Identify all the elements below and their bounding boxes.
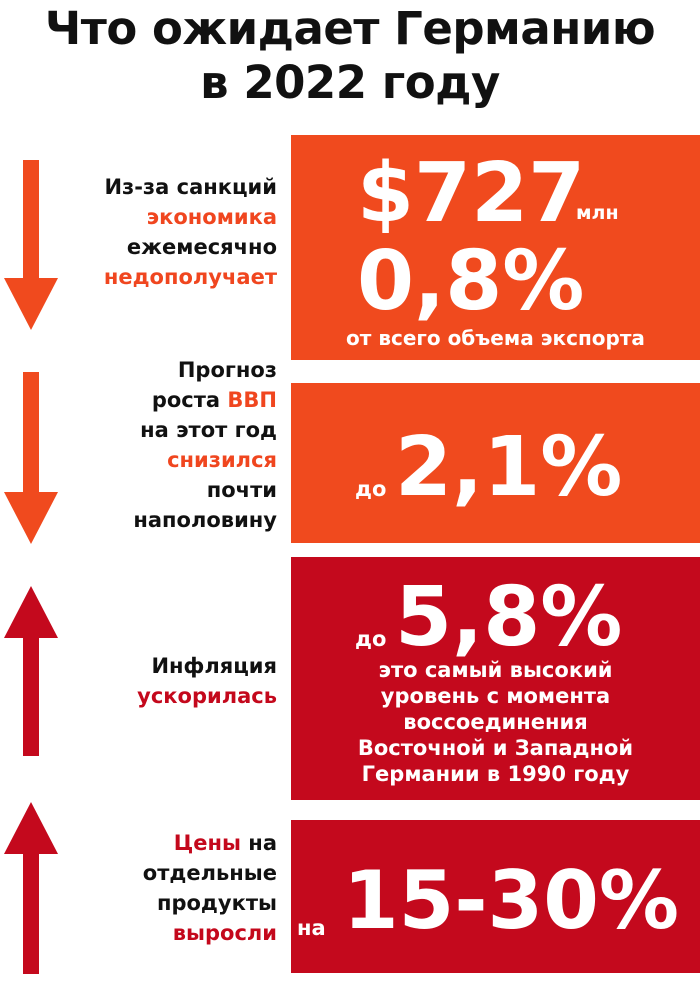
prices-prefix: на [297, 916, 326, 940]
loss-percent: 0,8% [357, 234, 585, 329]
loss-amount: $727 [357, 146, 586, 241]
export-loss-box: $727 млн 0,8% от всего объема экспорта [291, 135, 700, 360]
arrow-up-icon [4, 802, 58, 974]
title-line-2: в 2022 году [200, 56, 500, 109]
sanctions-label: Из-за санкций экономика ежемесячно недоп… [103, 175, 277, 289]
inflation-box: до 5,8% это самый высокий уровень с моме… [291, 557, 700, 800]
loss-unit: млн [576, 202, 619, 224]
inflation-prefix: до [355, 627, 387, 651]
arrow-down-icon [4, 160, 58, 330]
inflation-label: Инфляция ускорилась [137, 654, 277, 708]
loss-description: от всего объема экспорта [346, 326, 645, 350]
arrow-down-icon [4, 372, 58, 544]
prices-value: 15-30% [343, 854, 680, 947]
arrow-up-icon [4, 586, 58, 756]
prices-label: Цены на отдельные продукты выросли [142, 831, 277, 945]
gdp-value: 2,1% [395, 420, 623, 515]
prices-box: на 15-30% [291, 820, 700, 973]
gdp-forecast-box: до 2,1% [291, 383, 700, 543]
inflation-value: 5,8% [395, 570, 623, 665]
page-title: Что ожидает Германию в 2022 году [0, 2, 700, 110]
inflation-description: это самый высокий уровень с момента восс… [357, 658, 634, 786]
gdp-forecast-label: Прогноз роста ВВП на этот год снизился п… [133, 358, 277, 532]
title-line-1: Что ожидает Германию [44, 2, 656, 55]
gdp-prefix: до [355, 477, 387, 501]
